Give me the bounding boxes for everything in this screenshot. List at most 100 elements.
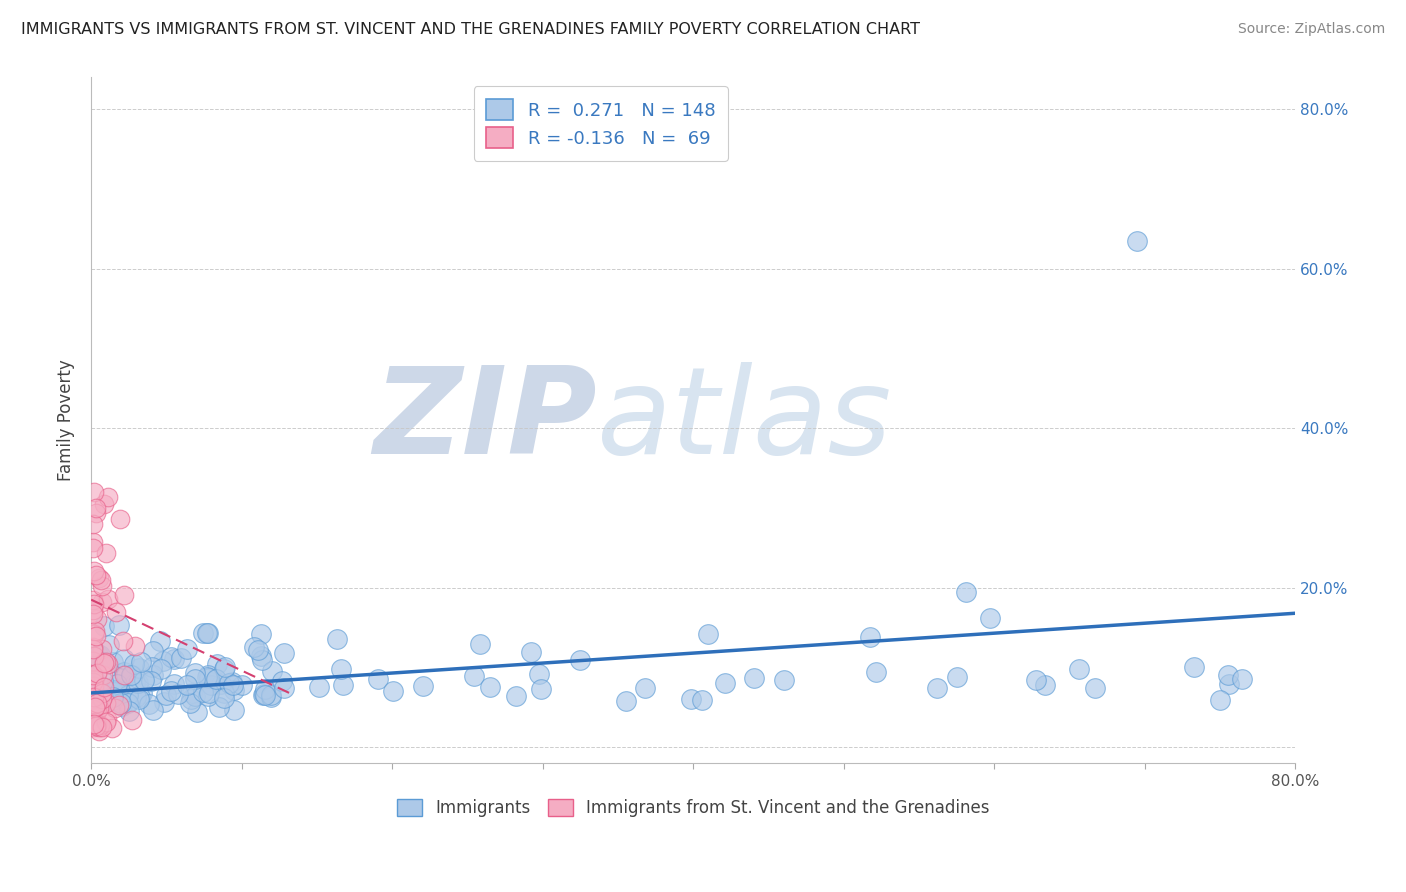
Point: [859, 630, 882, 644]
Point: [160, 650, 183, 665]
Point: [181, 686, 204, 700]
Point: [91, 668, 114, 682]
Point: [191, 625, 214, 640]
Point: [382, 684, 405, 698]
Point: [87, 571, 110, 585]
Point: [89, 718, 111, 732]
Point: [141, 659, 163, 673]
Point: [1025, 673, 1047, 687]
Point: [614, 694, 637, 708]
Point: [308, 680, 330, 694]
Point: [104, 605, 127, 619]
Point: [273, 681, 295, 695]
Point: [152, 654, 174, 668]
Point: [260, 689, 283, 703]
Point: [86, 568, 108, 582]
Point: [112, 651, 135, 665]
Point: [118, 704, 141, 718]
Point: [87, 675, 110, 690]
Point: [176, 642, 198, 657]
Point: [714, 676, 737, 690]
Point: [127, 675, 149, 690]
Point: [86, 718, 108, 732]
Point: [94, 697, 117, 711]
Point: [114, 668, 136, 682]
Point: [86, 658, 108, 673]
Point: [195, 670, 218, 684]
Point: [83, 648, 105, 663]
Point: [141, 644, 163, 658]
Point: [121, 713, 143, 727]
Point: [84, 500, 107, 515]
Point: [332, 678, 354, 692]
Point: [681, 691, 703, 706]
Point: [86, 612, 108, 626]
Point: [91, 641, 114, 656]
Point: [84, 719, 107, 733]
Point: [104, 700, 127, 714]
Y-axis label: Family Poverty: Family Poverty: [58, 359, 75, 481]
Text: ZIP: ZIP: [373, 362, 598, 479]
Point: [231, 678, 253, 692]
Point: [1218, 676, 1240, 690]
Point: [197, 626, 219, 640]
Point: [124, 639, 146, 653]
Point: [89, 701, 111, 715]
Point: [142, 703, 165, 717]
Point: [1218, 668, 1240, 682]
Point: [84, 677, 107, 691]
Point: [120, 668, 142, 682]
Point: [505, 689, 527, 703]
Point: [82, 640, 104, 654]
Point: [253, 681, 276, 696]
Point: [634, 681, 657, 695]
Point: [83, 626, 105, 640]
Point: [1230, 672, 1253, 686]
Point: [250, 627, 273, 641]
Point: [214, 690, 236, 705]
Point: [122, 657, 145, 671]
Point: [479, 680, 502, 694]
Point: [101, 656, 124, 670]
Point: [90, 573, 112, 587]
Point: [96, 714, 118, 729]
Point: [93, 692, 115, 706]
Point: [86, 700, 108, 714]
Point: [89, 654, 111, 668]
Point: [191, 685, 214, 699]
Point: [104, 683, 127, 698]
Point: [128, 660, 150, 674]
Point: [91, 686, 114, 700]
Point: [108, 684, 131, 698]
Point: [155, 688, 177, 702]
Point: [197, 668, 219, 682]
Point: [82, 534, 104, 549]
Point: [93, 656, 115, 670]
Point: [82, 603, 104, 617]
Text: IMMIGRANTS VS IMMIGRANTS FROM ST. VINCENT AND THE GRENADINES FAMILY POVERTY CORR: IMMIGRANTS VS IMMIGRANTS FROM ST. VINCEN…: [21, 22, 920, 37]
Point: [186, 705, 208, 719]
Point: [195, 625, 218, 640]
Point: [252, 653, 274, 667]
Point: [83, 720, 105, 734]
Point: [690, 692, 713, 706]
Point: [93, 681, 115, 695]
Legend: Immigrants, Immigrants from St. Vincent and the Grenadines: Immigrants, Immigrants from St. Vincent …: [391, 792, 995, 823]
Point: [83, 624, 105, 638]
Point: [149, 633, 172, 648]
Point: [82, 700, 104, 714]
Point: [326, 632, 349, 646]
Point: [82, 516, 104, 531]
Point: [86, 696, 108, 710]
Point: [149, 662, 172, 676]
Point: [530, 681, 553, 696]
Point: [463, 669, 485, 683]
Point: [108, 698, 131, 712]
Point: [115, 696, 138, 710]
Point: [83, 699, 105, 714]
Point: [222, 703, 245, 717]
Point: [200, 678, 222, 692]
Point: [253, 688, 276, 702]
Point: [83, 700, 105, 714]
Point: [197, 690, 219, 704]
